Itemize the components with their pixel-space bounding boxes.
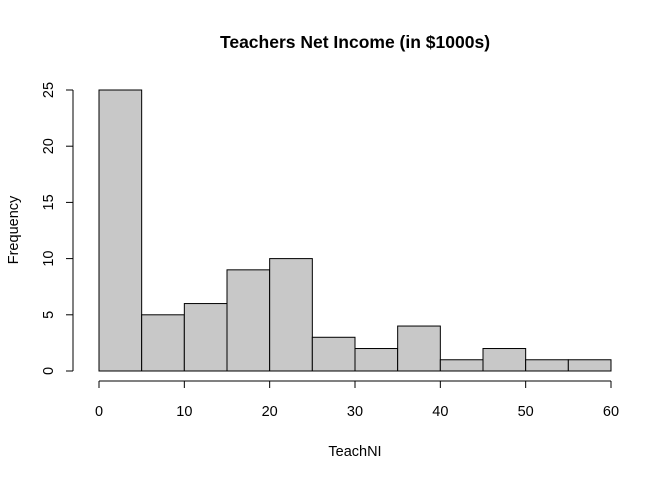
histogram-bar-45-50 <box>482 348 527 372</box>
histogram-bar-35-40 <box>397 325 441 372</box>
x-tick-label: 0 <box>95 404 103 420</box>
x-tick-label: 20 <box>262 404 278 420</box>
histogram-bar-55-60 <box>567 359 612 372</box>
x-tick-label: 10 <box>176 404 192 420</box>
histogram-bar-40-45 <box>439 359 484 372</box>
y-tick-label: 15 <box>41 194 57 210</box>
histogram-bar-10-15 <box>183 303 228 372</box>
y-tick-label: 25 <box>41 82 57 98</box>
histogram-bar-50-55 <box>525 359 569 372</box>
x-tick-label: 60 <box>603 404 619 420</box>
x-axis: 0 10 20 30 40 50 60 <box>95 380 619 420</box>
x-tick-label: 30 <box>347 404 363 420</box>
bars-group <box>98 89 612 372</box>
x-tick-label: 40 <box>432 404 448 420</box>
histogram-bar-15-20 <box>226 269 271 372</box>
x-axis-title: TeachNI <box>328 444 381 460</box>
x-tick-label: 50 <box>518 404 534 420</box>
histogram-bar-30-35 <box>354 348 399 372</box>
chart-title: Teachers Net Income (in $1000s) <box>220 32 490 52</box>
y-axis: 0 5 10 15 20 25 <box>41 82 74 375</box>
y-tick-label: 5 <box>41 311 57 319</box>
histogram-bar-20-25 <box>269 258 313 372</box>
histogram-bar-0-5 <box>98 89 143 372</box>
y-tick-label: 20 <box>41 138 57 154</box>
y-tick-label: 0 <box>41 367 57 375</box>
histogram-bar-5-10 <box>141 314 185 372</box>
y-axis-title: Frequency <box>6 195 22 264</box>
histogram-bar-25-30 <box>311 336 356 372</box>
y-tick-label: 10 <box>41 251 57 267</box>
